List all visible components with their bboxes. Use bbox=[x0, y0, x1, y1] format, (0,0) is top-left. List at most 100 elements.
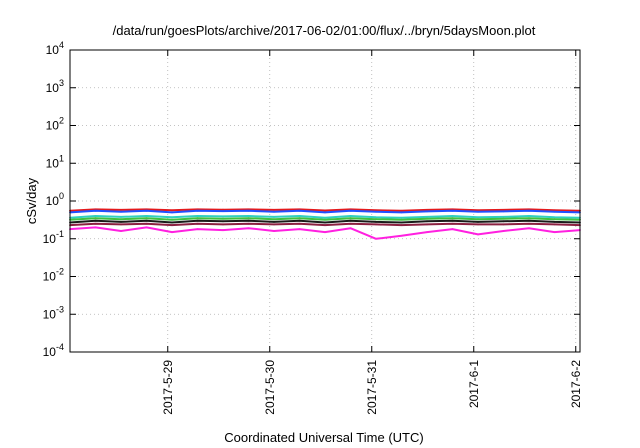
series-point bbox=[222, 229, 224, 231]
series-point bbox=[528, 217, 530, 220]
series-point bbox=[528, 222, 530, 225]
series-point bbox=[553, 209, 556, 212]
y-tick-exponent: -4 bbox=[56, 342, 64, 352]
series-point bbox=[477, 223, 479, 226]
series-point bbox=[477, 216, 479, 219]
grid bbox=[70, 50, 580, 352]
y-tick-exponent: -1 bbox=[56, 229, 64, 239]
series-point bbox=[324, 224, 326, 226]
y-tick-label: 10-1 bbox=[43, 229, 64, 246]
series-point bbox=[247, 222, 250, 225]
chart-title: /data/run/goesPlots/archive/2017-06-02/0… bbox=[113, 23, 536, 38]
series-point bbox=[94, 209, 97, 212]
series-point bbox=[400, 216, 403, 219]
y-tick-exponent: 3 bbox=[59, 78, 64, 88]
series-point bbox=[375, 223, 377, 226]
series-point bbox=[553, 223, 556, 226]
series-point bbox=[298, 217, 301, 220]
series-point bbox=[375, 216, 377, 219]
series-point bbox=[502, 230, 505, 232]
series-point bbox=[324, 221, 326, 224]
series-point bbox=[375, 220, 377, 223]
series-point bbox=[298, 215, 301, 217]
y-tick-label: 101 bbox=[46, 153, 64, 170]
series-group bbox=[69, 208, 581, 240]
series-point bbox=[375, 210, 377, 213]
series-point bbox=[247, 217, 250, 220]
series-point bbox=[298, 228, 301, 231]
series-point bbox=[349, 209, 352, 212]
series-point bbox=[324, 216, 326, 219]
series-point bbox=[451, 228, 454, 231]
series-point bbox=[222, 210, 224, 213]
y-tick-label: 100 bbox=[46, 191, 64, 208]
series-point bbox=[400, 218, 403, 221]
y-tick-label: 10-3 bbox=[43, 304, 64, 321]
series-point bbox=[553, 218, 556, 221]
series-point bbox=[196, 217, 199, 220]
x-tick-label: 2017-6-2 bbox=[569, 360, 583, 408]
y-tick-label: 103 bbox=[46, 78, 64, 95]
series-point bbox=[502, 209, 505, 211]
series-point bbox=[171, 216, 173, 219]
series-point bbox=[426, 231, 428, 234]
series-point bbox=[196, 219, 199, 222]
series-point bbox=[528, 219, 530, 222]
series-point bbox=[94, 226, 97, 229]
series-point bbox=[247, 209, 250, 212]
series-point bbox=[426, 209, 428, 211]
series-point bbox=[451, 217, 454, 220]
series-point bbox=[171, 221, 173, 224]
series-point bbox=[324, 209, 326, 212]
series-point bbox=[120, 218, 122, 221]
series-point bbox=[94, 217, 97, 220]
series-point bbox=[120, 230, 122, 232]
series-point bbox=[477, 220, 479, 223]
series-point bbox=[451, 219, 454, 222]
y-tick-exponent: -2 bbox=[56, 267, 64, 277]
series-point bbox=[477, 210, 479, 213]
series-point bbox=[553, 231, 556, 234]
series-point bbox=[528, 215, 530, 217]
series-point bbox=[349, 217, 352, 220]
series-point bbox=[222, 220, 224, 223]
series-point bbox=[349, 215, 352, 217]
series-point bbox=[324, 231, 326, 234]
series-point bbox=[400, 224, 403, 226]
y-tick-exponent: 4 bbox=[59, 40, 64, 50]
series-point bbox=[553, 216, 556, 219]
series-point bbox=[400, 234, 403, 237]
series-point bbox=[273, 230, 275, 232]
series-point bbox=[196, 222, 199, 225]
series-point bbox=[273, 210, 275, 213]
series-point bbox=[553, 220, 556, 223]
series-point bbox=[145, 219, 148, 222]
series-point bbox=[222, 215, 224, 218]
series-point bbox=[502, 210, 505, 213]
series-point bbox=[400, 211, 403, 214]
series-point bbox=[477, 209, 479, 212]
y-tick-exponent: -3 bbox=[56, 304, 64, 314]
series-point bbox=[451, 209, 454, 212]
y-tick-exponent: 2 bbox=[59, 116, 64, 126]
series-point bbox=[196, 209, 199, 212]
series-point bbox=[145, 217, 148, 220]
series-point bbox=[349, 219, 352, 222]
series-point bbox=[324, 211, 326, 214]
y-tick-label: 102 bbox=[46, 116, 64, 133]
series-point bbox=[120, 210, 122, 213]
series-point bbox=[426, 210, 428, 213]
series-point bbox=[375, 237, 377, 240]
series-point bbox=[451, 215, 454, 217]
x-axis-label: Coordinated Universal Time (UTC) bbox=[224, 430, 423, 445]
series-point bbox=[477, 218, 479, 221]
series-point bbox=[273, 209, 275, 211]
x-tick-label: 2017-6-1 bbox=[467, 360, 481, 408]
y-axis-label: cSv/day bbox=[24, 177, 39, 224]
series-point bbox=[145, 209, 148, 212]
series-point bbox=[528, 209, 530, 212]
series-point bbox=[324, 218, 326, 221]
series-point bbox=[171, 218, 173, 221]
